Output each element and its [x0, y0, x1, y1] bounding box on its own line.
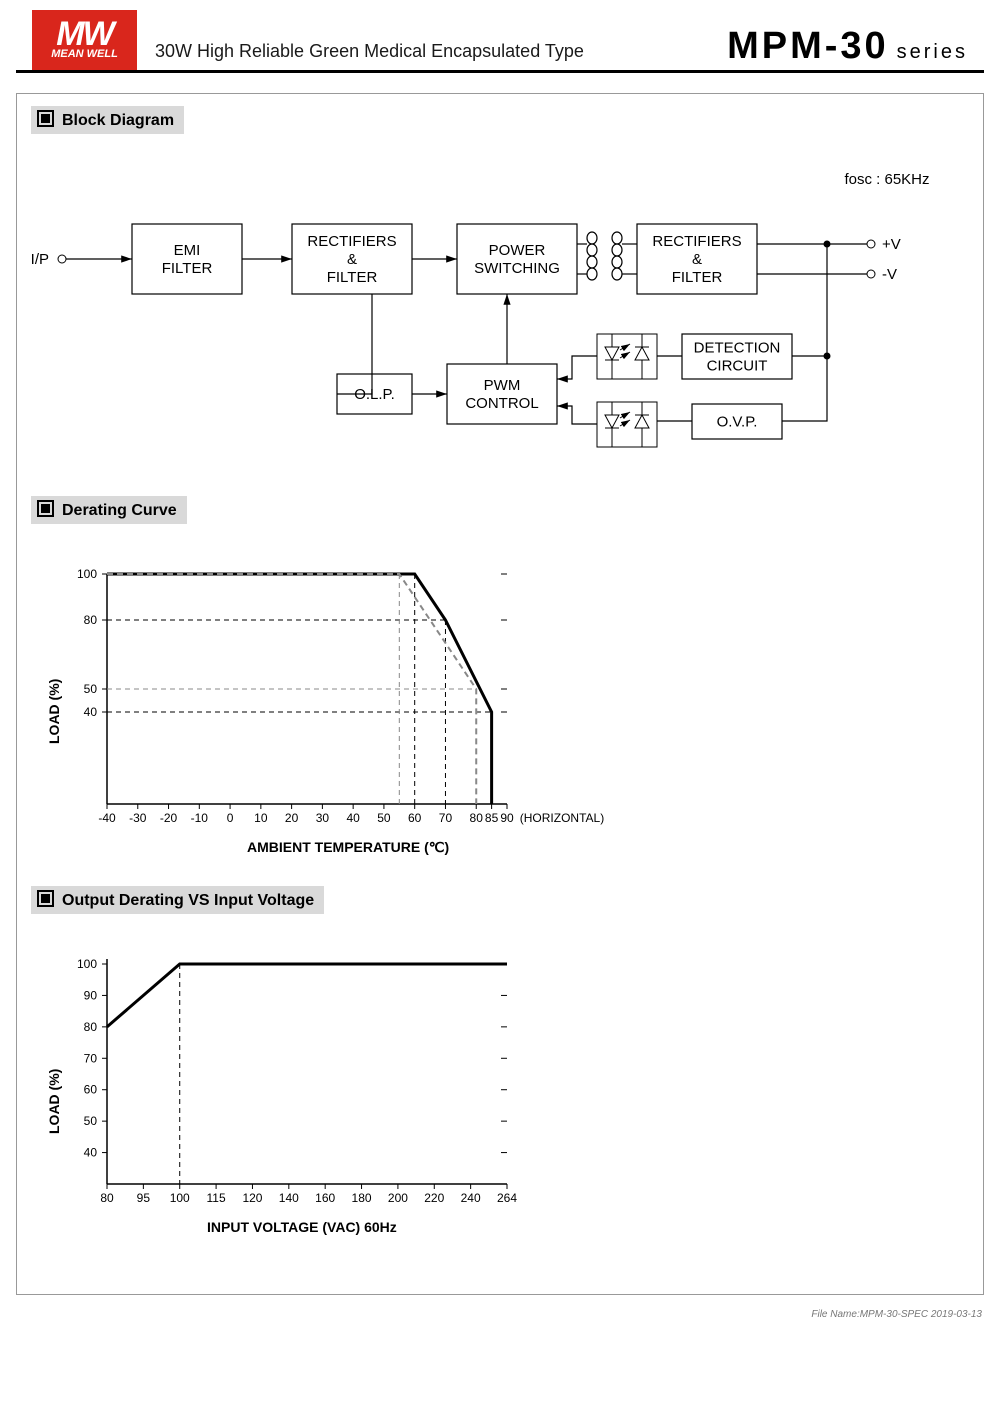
bullet-icon	[37, 890, 54, 907]
svg-text:FILTER: FILTER	[327, 269, 378, 286]
svg-text:0: 0	[227, 811, 234, 825]
svg-text:85: 85	[485, 811, 499, 825]
page-footer: File Name:MPM-30-SPEC 2019-03-13	[0, 1305, 1000, 1340]
voltage-derating-chart: 80 95 100 115 120 140 160 180 200 220 240 264 40 50 60…	[17, 924, 577, 1264]
svg-text:60: 60	[84, 1083, 98, 1097]
svg-text:180: 180	[352, 1191, 372, 1205]
svg-text:INPUT VOLTAGE (VAC) 60Hz: INPUT VOLTAGE (VAC) 60Hz	[207, 1219, 397, 1235]
block-diagram: fosc : 65KHzEMIFILTERRECTIFIERS&FILTERPO…	[17, 144, 977, 484]
svg-text:EMI: EMI	[174, 242, 201, 259]
svg-text:160: 160	[315, 1191, 335, 1205]
svg-text:20: 20	[285, 811, 299, 825]
svg-text:FILTER: FILTER	[162, 260, 213, 277]
svg-text:RECTIFIERS: RECTIFIERS	[307, 233, 396, 250]
svg-text:+V: +V	[882, 236, 901, 253]
section-title-voltage: Output Derating VS Input Voltage	[31, 886, 324, 914]
svg-text:220: 220	[424, 1191, 444, 1205]
svg-text:50: 50	[84, 682, 98, 696]
svg-text:10: 10	[254, 811, 268, 825]
svg-text:70: 70	[439, 811, 453, 825]
svg-text:PWM: PWM	[484, 377, 521, 394]
svg-text:CIRCUIT: CIRCUIT	[707, 358, 768, 375]
svg-text:FILTER: FILTER	[672, 269, 723, 286]
product-series: series	[889, 41, 968, 70]
svg-text:&: &	[347, 251, 357, 268]
svg-text:70: 70	[84, 1051, 98, 1065]
svg-text:80: 80	[84, 613, 98, 627]
product-model: MPM-30	[727, 25, 889, 70]
svg-text:I/P: I/P	[31, 251, 49, 268]
svg-text:200: 200	[388, 1191, 408, 1205]
svg-text:60: 60	[408, 811, 422, 825]
svg-text:90: 90	[84, 988, 98, 1002]
svg-text:RECTIFIERS: RECTIFIERS	[652, 233, 741, 250]
svg-text:AMBIENT TEMPERATURE (℃): AMBIENT TEMPERATURE (℃)	[247, 839, 449, 855]
svg-text:120: 120	[242, 1191, 262, 1205]
svg-text:DETECTION: DETECTION	[694, 340, 781, 357]
svg-text:SWITCHING: SWITCHING	[474, 260, 560, 277]
svg-text:50: 50	[84, 1114, 98, 1128]
svg-text:100: 100	[170, 1191, 190, 1205]
svg-text:50: 50	[377, 811, 391, 825]
section-title-derating: Derating Curve	[31, 496, 187, 524]
svg-text:-30: -30	[129, 811, 147, 825]
svg-text:POWER: POWER	[489, 242, 546, 259]
svg-text:-10: -10	[191, 811, 209, 825]
svg-text:40: 40	[84, 1146, 98, 1160]
svg-text:95: 95	[137, 1191, 151, 1205]
page-header: MW MEAN WELL 30W High Reliable Green Med…	[16, 0, 984, 73]
svg-text:264: 264	[497, 1191, 517, 1205]
svg-text:LOAD (%): LOAD (%)	[46, 1069, 62, 1134]
logo-mw: MW	[56, 20, 112, 48]
svg-text:80: 80	[470, 811, 484, 825]
svg-text:(HORIZONTAL): (HORIZONTAL)	[520, 811, 604, 825]
bullet-icon	[37, 500, 54, 517]
svg-text:40: 40	[84, 705, 98, 719]
svg-text:-40: -40	[98, 811, 116, 825]
section-title-block-diagram: Block Diagram	[31, 106, 184, 134]
logo-meanwell: MEAN WELL	[51, 48, 118, 60]
svg-text:-V: -V	[882, 266, 897, 283]
svg-text:-20: -20	[160, 811, 178, 825]
svg-text:CONTROL: CONTROL	[465, 395, 538, 412]
svg-text:140: 140	[279, 1191, 299, 1205]
svg-text:30: 30	[316, 811, 330, 825]
svg-text:40: 40	[346, 811, 360, 825]
bullet-icon	[37, 110, 54, 127]
svg-text:O.V.P.: O.V.P.	[717, 414, 758, 431]
svg-text:90: 90	[500, 811, 514, 825]
svg-text:LOAD (%): LOAD (%)	[46, 679, 62, 744]
svg-text:100: 100	[77, 567, 97, 581]
svg-text:&: &	[692, 251, 702, 268]
svg-text:100: 100	[77, 957, 97, 971]
product-subtitle: 30W High Reliable Green Medical Encapsul…	[155, 41, 727, 70]
svg-text:115: 115	[207, 1191, 226, 1205]
svg-text:80: 80	[84, 1020, 98, 1034]
svg-text:fosc : 65KHz: fosc : 65KHz	[844, 171, 929, 188]
svg-text:240: 240	[461, 1191, 481, 1205]
brand-logo: MW MEAN WELL	[32, 10, 137, 70]
svg-text:80: 80	[100, 1191, 114, 1205]
content-frame: Block Diagram fosc : 65KHzEMIFILTERRECTI…	[16, 93, 984, 1295]
derating-curve-chart: -40-30-20-100102030405060708085904050801…	[17, 534, 617, 874]
